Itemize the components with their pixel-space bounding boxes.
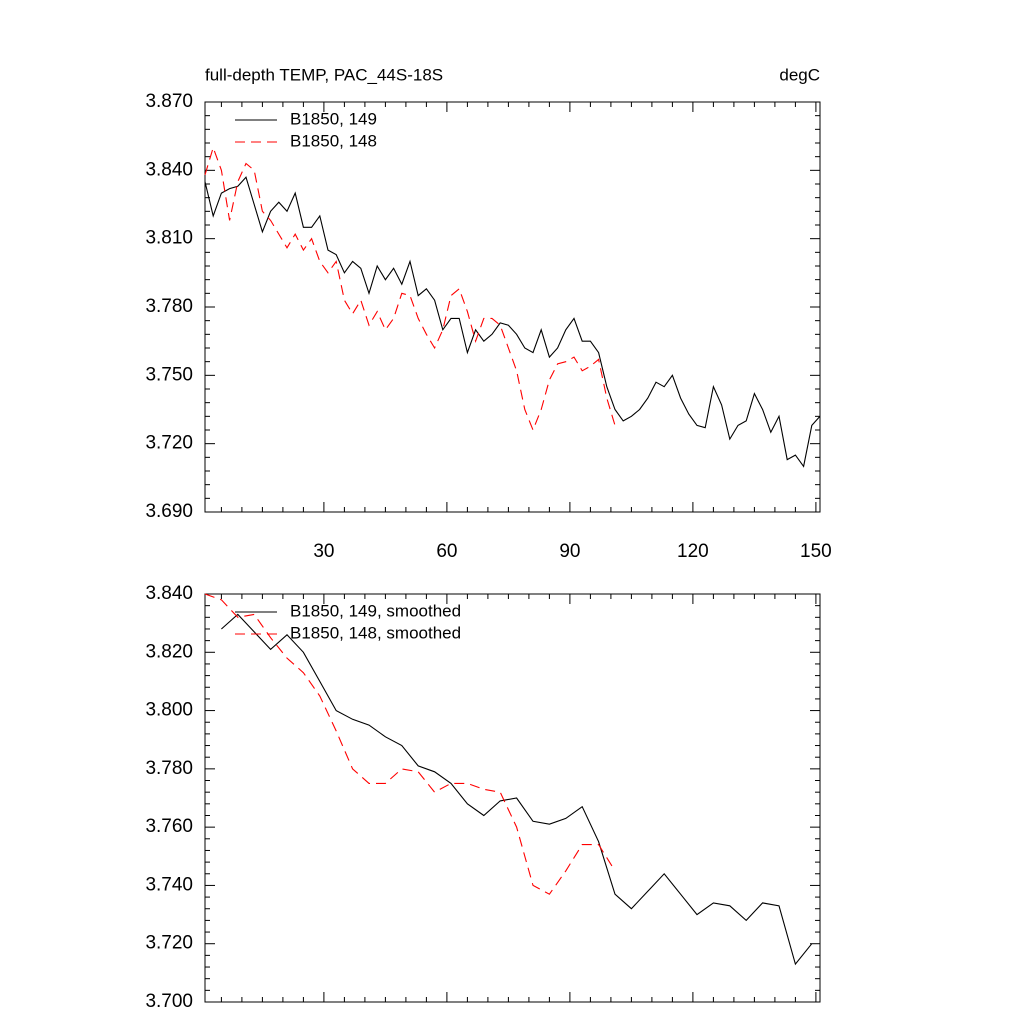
series-line — [204, 176, 821, 468]
x-tick-label: 30 — [313, 541, 334, 562]
y-tick-label: 3.750 — [145, 364, 193, 385]
x-tick-label: 60 — [436, 541, 457, 562]
legend-label: B1850, 148 — [290, 131, 377, 150]
series-line — [221, 613, 813, 966]
units-label: degC — [779, 65, 820, 84]
y-tick-label: 3.840 — [145, 159, 193, 180]
chart-title: full-depth TEMP, PAC_44S-18S — [205, 65, 443, 84]
y-tick-label: 3.800 — [145, 700, 193, 721]
y-tick-label: 3.740 — [145, 874, 193, 895]
y-tick-label: 3.690 — [145, 501, 193, 522]
y-tick-label: 3.720 — [145, 933, 193, 954]
y-tick-label: 3.700 — [145, 991, 193, 1012]
series-line — [204, 593, 616, 895]
x-tick-label: 150 — [800, 541, 832, 562]
y-tick-label: 3.780 — [145, 296, 193, 317]
legend-label: B1850, 149, smoothed — [290, 601, 461, 620]
y-tick-label: 3.820 — [145, 641, 193, 662]
plot-frame — [204, 101, 821, 513]
legend-label: B1850, 148, smoothed — [290, 623, 461, 642]
y-tick-label: 3.760 — [145, 816, 193, 837]
x-tick-label: 90 — [559, 541, 580, 562]
legend-label: B1850, 149 — [290, 109, 377, 128]
y-tick-label: 3.780 — [145, 758, 193, 779]
x-tick-label: 120 — [677, 541, 709, 562]
y-tick-label: 3.870 — [145, 91, 193, 112]
y-tick-label: 3.840 — [145, 583, 193, 604]
plot-frame — [204, 593, 821, 1003]
y-tick-label: 3.810 — [145, 228, 193, 249]
y-tick-label: 3.720 — [145, 433, 193, 454]
series-line — [204, 145, 616, 432]
